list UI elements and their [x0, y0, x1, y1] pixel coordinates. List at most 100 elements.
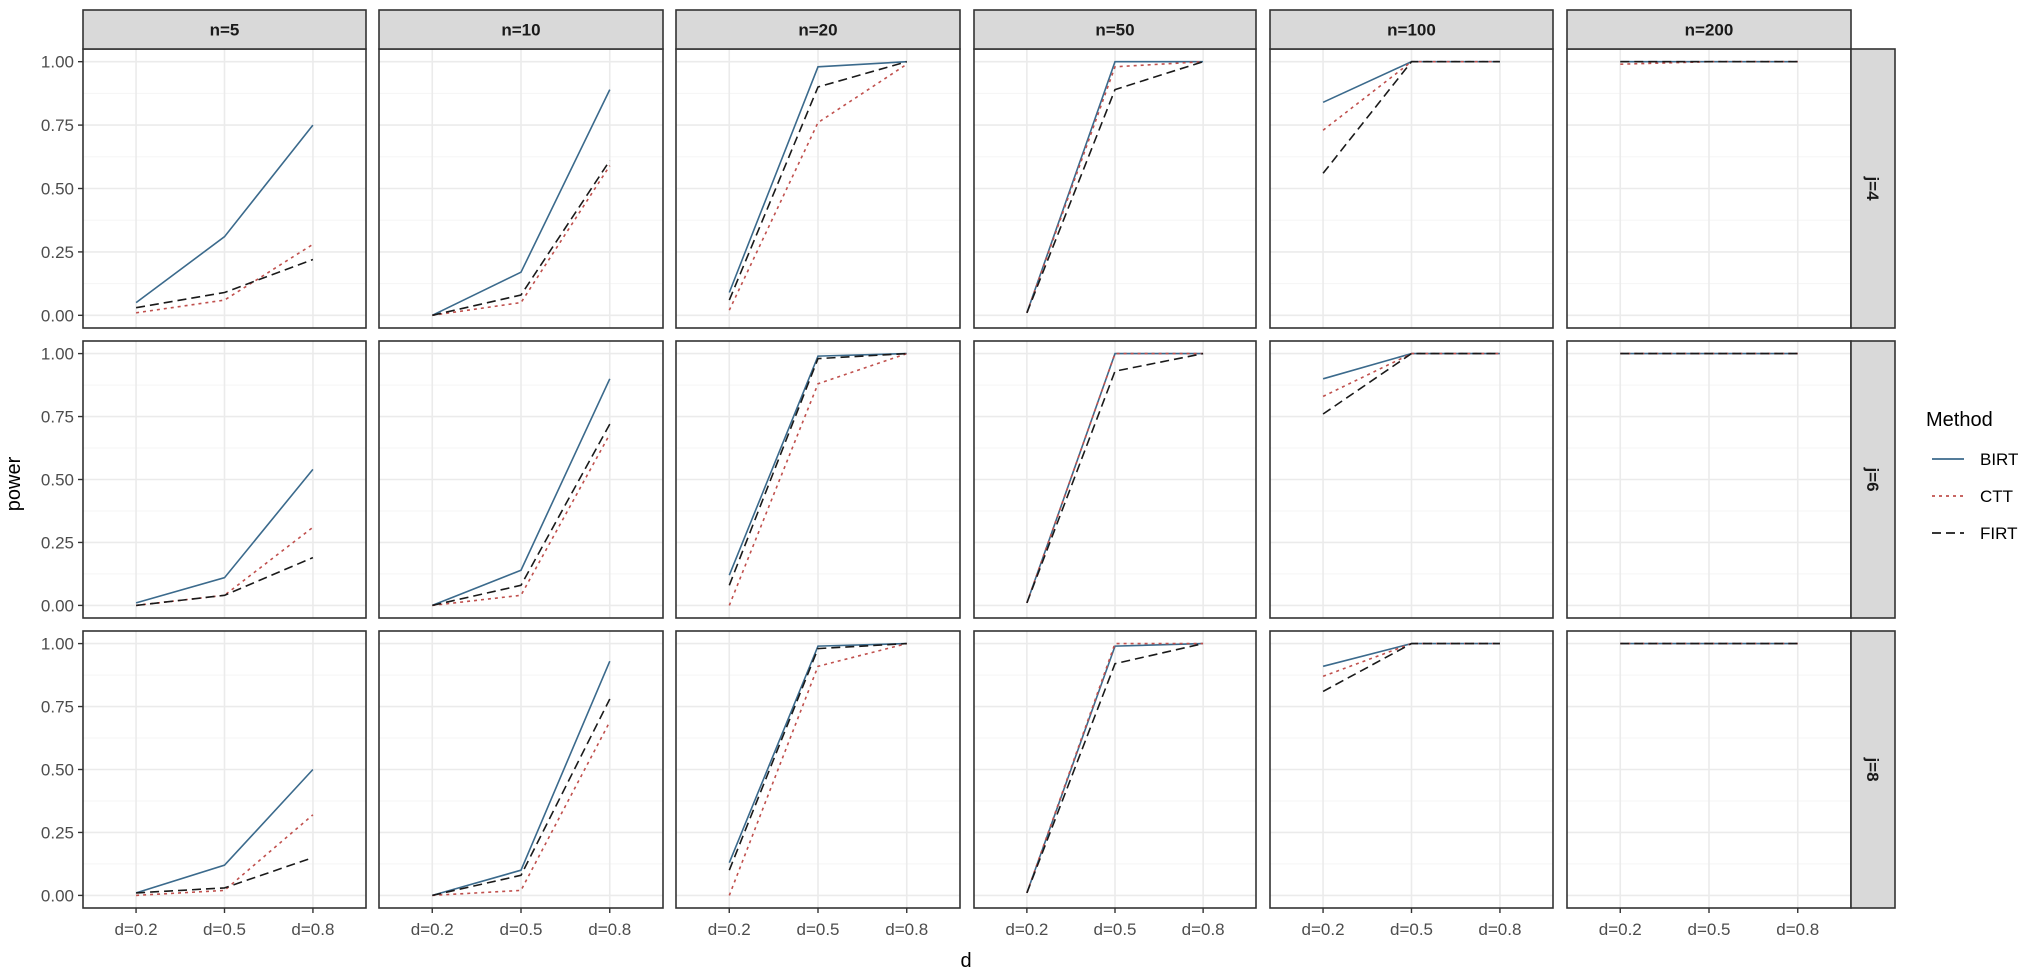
x-axis: d=0.2 d=0.5 d=0.8 d=0.2 d=0.5 d=0.8 d=0.2 d=0.5… [115, 908, 1819, 939]
column-strip: n=200 [1566, 9, 1852, 50]
x-tick-label: d=0.8 [1182, 920, 1225, 939]
y-tick-label: 0.25 [41, 823, 74, 842]
series-line-birt [431, 89, 611, 317]
row-strip-label: j=6 [1863, 466, 1882, 491]
series-line-firt [136, 556, 314, 607]
y-tick-label: 0.50 [41, 761, 74, 780]
x-tick-label: d=0.5 [796, 920, 839, 939]
x-tick-label: d=0.2 [708, 920, 751, 939]
series-line-birt [1026, 60, 1204, 314]
x-tick-label: d=0.5 [1093, 920, 1136, 939]
series-line-firt [1026, 642, 1204, 894]
facet-panel [1269, 48, 1554, 329]
legend-label: FIRT [1980, 524, 2017, 543]
facet-panel [1566, 48, 1852, 329]
series-line-firt [432, 698, 611, 897]
y-axis-title: power [3, 456, 25, 511]
column-strip: n=10 [378, 9, 664, 50]
series-line-birt [432, 660, 611, 897]
row-strip-label: j=8 [1863, 756, 1882, 781]
series-line-birt [728, 642, 907, 864]
facet-panel [378, 340, 664, 619]
column-strip-label: n=200 [1685, 21, 1734, 40]
facet-panel [1566, 630, 1852, 909]
facet-panel [82, 48, 367, 329]
column-strip-label: n=20 [798, 21, 837, 40]
series-line-ctt [432, 433, 611, 607]
facet-panel [378, 630, 664, 909]
series-line-ctt [136, 814, 314, 897]
series-line-ctt [432, 721, 611, 897]
facet-panel [675, 630, 961, 909]
series-line-firt [1322, 352, 1500, 415]
x-tick-label: d=0.5 [1390, 920, 1433, 939]
column-strip: n=50 [973, 9, 1257, 50]
series-line-birt [728, 60, 907, 293]
row-facet-strips: j=4 j=6 j=8 [1850, 48, 1896, 909]
x-tick-label: d=0.5 [203, 920, 246, 939]
facet-panel [1566, 340, 1852, 619]
series-line-birt [135, 768, 314, 894]
y-tick-label: 1.00 [41, 635, 74, 654]
series-line-ctt [728, 352, 908, 606]
y-tick-label: 0.75 [41, 408, 74, 427]
y-tick-label: 0.00 [41, 306, 74, 325]
legend-label: CTT [1980, 487, 2013, 506]
series-line-firt [1322, 642, 1500, 693]
column-strip-label: n=10 [501, 21, 540, 40]
y-tick-label: 0.75 [41, 698, 74, 717]
facet-panels [82, 48, 1852, 909]
y-tick-label: 0.25 [41, 533, 74, 552]
legend-item-ctt: CTT [1932, 487, 2013, 506]
x-tick-label: d=0.8 [291, 920, 334, 939]
x-tick-label: d=0.2 [1005, 920, 1048, 939]
column-strip: n=20 [675, 9, 961, 50]
row-strip: j=8 [1850, 630, 1896, 909]
x-tick-label: d=0.5 [499, 920, 542, 939]
x-tick-label: d=0.2 [1599, 920, 1642, 939]
y-tick-label: 0.50 [41, 471, 74, 490]
column-strip-label: n=5 [210, 21, 240, 40]
series-line-firt [135, 258, 314, 309]
series-line-firt [432, 423, 611, 607]
series-line-birt [1026, 642, 1204, 894]
facet-panel [82, 340, 367, 619]
facet-panel [378, 48, 664, 329]
facet-panel [973, 340, 1257, 619]
series-line-firt [728, 60, 908, 301]
row-strip: j=6 [1850, 340, 1896, 619]
y-tick-label: 0.00 [41, 886, 74, 905]
column-strip-label: n=50 [1095, 21, 1134, 40]
row-strip: j=4 [1850, 48, 1896, 329]
facet-panel [973, 630, 1257, 909]
column-strip: n=100 [1269, 9, 1554, 50]
column-facet-strips: n=5 n=10 n=20 n=50 n=100 n=200 [82, 9, 1852, 50]
facet-panel [973, 48, 1257, 329]
x-tick-label: d=0.5 [1687, 920, 1730, 939]
series-line-ctt [728, 642, 907, 896]
series-line-ctt [1322, 352, 1500, 398]
series-line-firt [728, 352, 907, 586]
y-tick-label: 0.25 [41, 243, 74, 262]
facet-panel [82, 630, 367, 909]
facet-panel [675, 48, 961, 329]
series-line-birt [728, 352, 907, 576]
column-strip: n=5 [82, 9, 367, 50]
x-tick-label: d=0.8 [1776, 920, 1819, 939]
facet-panel [675, 340, 961, 619]
legend-label: BIRT [1980, 450, 2018, 469]
legend-item-birt: BIRT [1932, 450, 2018, 469]
series-line-ctt [1026, 642, 1204, 894]
x-tick-label: d=0.8 [588, 920, 631, 939]
legend-item-firt: FIRT [1932, 524, 2017, 543]
facet-panel [1269, 340, 1554, 619]
series-line-birt [432, 378, 611, 607]
legend: Method BIRT CTT FIRT [1926, 409, 2018, 543]
series-line-firt [432, 160, 611, 317]
y-axis: 0.00 0.25 0.50 0.75 1.00 0.00 0.25 0.50 0.75 1.00… [41, 53, 83, 905]
column-strip-label: n=100 [1387, 21, 1436, 40]
series-line-birt [135, 468, 314, 604]
facet-panel [1269, 630, 1554, 909]
legend-title: Method [1926, 409, 1993, 431]
x-tick-label: d=0.2 [115, 920, 158, 939]
